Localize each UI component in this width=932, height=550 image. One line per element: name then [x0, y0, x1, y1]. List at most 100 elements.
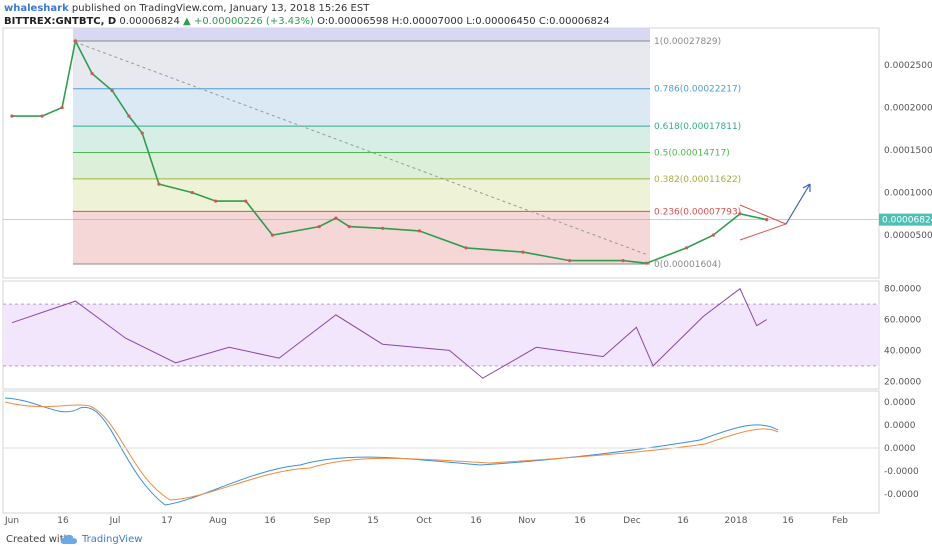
macd-tick-label: 0.0000 [884, 444, 916, 454]
price-point [40, 114, 44, 118]
price-point [214, 199, 218, 203]
up-arrow-icon: ▲ [183, 16, 191, 27]
price-point [684, 246, 689, 250]
time-tick-label: Oct [416, 516, 432, 526]
fib-level-label: 0.382(0.00011622) [654, 175, 741, 185]
publish-line: whaleshark published on TradingView.com,… [4, 2, 924, 15]
author-link[interactable]: whaleshark [4, 3, 69, 14]
fib-retracement[interactable]: 1(0.00027829) 0.786(0.00022217) 0.618(0.00… [73, 28, 741, 270]
price-change: +0.00000226 (+3.43%) [193, 16, 314, 27]
price-point [73, 39, 78, 43]
price-point [738, 212, 742, 216]
footer: Created with TradingView [0, 529, 932, 550]
price-point [157, 182, 161, 186]
price-point [711, 233, 715, 237]
time-tick-label: 16 [574, 516, 586, 526]
macd-pane[interactable] [2, 390, 880, 514]
fib-level-label: 0.618(0.00017811) [654, 122, 741, 132]
price-series [10, 38, 811, 265]
time-tick-label: 16 [264, 516, 276, 526]
time-tick-label: Dec [623, 516, 640, 526]
fib-band [73, 211, 650, 264]
rsi-tick-label: 40.0000 [884, 346, 921, 356]
price-point [347, 225, 351, 229]
macd-line [4, 397, 779, 506]
rsi-line [11, 287, 767, 379]
rsi-tick-label: 80.0000 [884, 285, 921, 295]
price-point [765, 218, 769, 222]
price-point [127, 114, 131, 118]
fib-band [73, 41, 650, 89]
time-tick-label: Aug [209, 516, 227, 526]
price-point [334, 216, 338, 220]
rsi-indicator: 80.0000 60.0000 40.0000 20.0000 [3, 285, 921, 387]
fib-level-label: 0(0.00001604) [654, 260, 721, 270]
macd-tick-label: 0.0000 [884, 398, 916, 408]
chart-header: whaleshark published on TradingView.com,… [4, 2, 924, 28]
time-tick-label: Jul [109, 516, 121, 526]
time-tick-label: 16 [782, 516, 794, 526]
price-point [381, 226, 385, 230]
price-point [190, 191, 194, 195]
fib-level-label: 0.786(0.00022217) [654, 85, 741, 95]
price-point [621, 259, 625, 263]
time-tick-label: Nov [518, 516, 536, 526]
fib-level-label: 0.5(0.00014717) [654, 148, 730, 158]
price-point [464, 246, 468, 250]
fib-level-label: 1(0.00027829) [654, 37, 721, 47]
price-point [60, 105, 64, 110]
fib-band-top [73, 28, 650, 41]
time-tick-label: 17 [161, 516, 172, 526]
price-point [244, 199, 248, 203]
macd-tick-label: 0.0000 [884, 421, 916, 431]
fib-level-label: 0.236(0.00007793) [654, 207, 741, 217]
arrow-head [802, 183, 811, 192]
fib-band [73, 126, 650, 153]
fib-band [73, 152, 650, 179]
rsi-tick-label: 20.0000 [884, 377, 921, 387]
tradingview-cloud-icon [60, 534, 77, 544]
price-point [521, 250, 525, 254]
fib-band [73, 88, 650, 127]
time-tick-label: 16 [470, 516, 482, 526]
last-price: 0.00006824 [119, 16, 180, 27]
tradingview-brand[interactable]: TradingView [82, 534, 143, 545]
price-point [110, 88, 114, 93]
signal-line [4, 401, 779, 501]
price-point [568, 259, 572, 263]
triangle-pattern [739, 204, 788, 241]
symbol-line: BITTREX:GNTBTC, D 0.00006824 ▲ +0.000002… [4, 15, 924, 28]
fib-band [73, 178, 650, 212]
rsi-band [3, 304, 879, 366]
created-with-label: Created with [6, 534, 70, 545]
rsi-tick-label: 60.0000 [884, 316, 921, 326]
time-tick-label: Jun [4, 516, 19, 526]
ohlc-values: O:0.00006598 H:0.00007000 L:0.00006450 C… [317, 16, 610, 27]
price-point [644, 261, 649, 265]
last-price-tag-label: 0.00006824 [882, 216, 932, 226]
price-point [90, 71, 94, 76]
time-tick-label: 2018 [725, 516, 748, 526]
macd-indicator: 0.0000 0.0000 0.0000 -0.0000 -0.0000 [3, 397, 919, 506]
price-point [417, 229, 421, 233]
time-tick-label: 15 [367, 516, 378, 526]
time-tick-label: 16 [57, 516, 69, 526]
price-point [317, 225, 321, 229]
macd-tick-label: -0.0000 [884, 467, 919, 477]
macd-tick-label: -0.0000 [884, 490, 919, 500]
time-axis[interactable]: Jun 16 Jul 17 Aug 16 Sep 15 Oct 16 Nov 16 Dec 16 2018 1… [4, 516, 848, 526]
publish-info: published on TradingView.com, January 13… [71, 3, 370, 14]
chart-canvas[interactable]: 1(0.00027829) 0.786(0.00022217) 0.618(0.00… [0, 0, 932, 528]
symbol-label: BITTREX:GNTBTC, D [4, 16, 117, 27]
breakout-arrow [785, 183, 811, 225]
time-tick-label: Feb [832, 516, 848, 526]
price-point [10, 114, 14, 118]
time-tick-label: 16 [677, 516, 689, 526]
time-tick-label: Sep [314, 516, 331, 526]
price-point [140, 131, 144, 135]
